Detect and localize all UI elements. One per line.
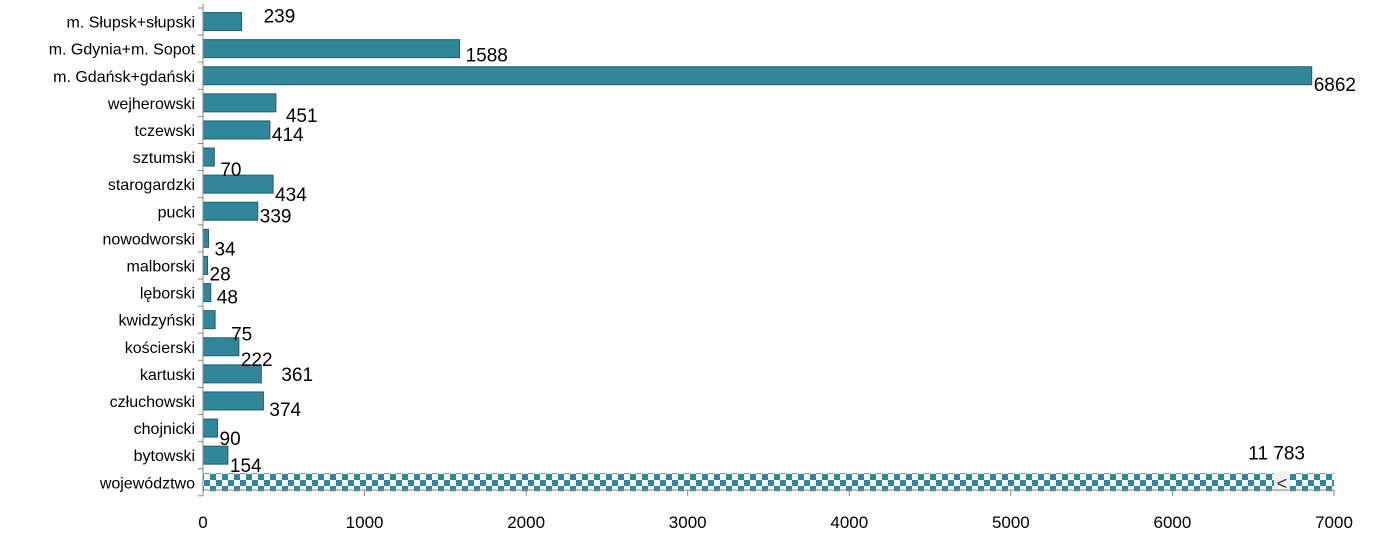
data-label: 90 (220, 429, 241, 450)
category-label: bytowski (134, 448, 195, 465)
bar-total (203, 473, 1334, 492)
category-label: kartuski (140, 367, 195, 384)
x-tick-label: 4000 (830, 513, 868, 532)
x-tick-label: 0 (198, 513, 207, 532)
data-label: 239 (264, 7, 296, 28)
category-label: województwo (99, 475, 195, 492)
data-label: 339 (260, 206, 292, 227)
data-label: 6862 (1314, 75, 1356, 96)
x-tick-label: 3000 (669, 513, 707, 532)
bars-layer (202, 12, 1334, 494)
bar (202, 310, 216, 330)
category-label: wejherowski (107, 96, 195, 113)
labels-layer: m. Słupsk+słupski 239 m. Gdynia+m. Sopot 15… (49, 7, 1356, 532)
x-tick-label: 1000 (346, 513, 384, 532)
bar (202, 391, 264, 411)
bar (202, 147, 215, 167)
category-label: człuchowski (110, 394, 195, 411)
category-label: pucki (158, 204, 195, 221)
x-tick-label: 2000 (507, 513, 545, 532)
bar (202, 120, 271, 140)
axis-break-box (1274, 471, 1290, 494)
bar (202, 201, 259, 221)
axis-layer (198, 4, 1335, 497)
data-label: 222 (241, 350, 273, 371)
data-label: 414 (272, 125, 304, 146)
data-label: 11 783 (1248, 443, 1305, 464)
data-label: 70 (220, 160, 241, 181)
data-label: 1588 (466, 46, 508, 67)
category-label: kościerski (125, 340, 195, 357)
x-tick-label: 6000 (1154, 513, 1192, 532)
category-label: chojnicki (134, 421, 195, 438)
data-label: 434 (275, 185, 307, 206)
bar (202, 418, 219, 438)
bar (202, 39, 461, 59)
x-tick-label: 7000 (1315, 513, 1353, 532)
data-label: 374 (269, 400, 301, 421)
data-label: 28 (210, 264, 231, 285)
data-label: 361 (281, 365, 313, 386)
bar (202, 283, 212, 303)
axis-break-marker: < (1277, 473, 1288, 493)
bar (202, 66, 1313, 86)
x-tick-label: 5000 (992, 513, 1030, 532)
bar (202, 228, 209, 248)
category-label: m. Gdynia+m. Sopot (49, 42, 196, 59)
bar (202, 93, 277, 113)
category-label: nowodworski (103, 231, 195, 248)
data-label: 48 (217, 288, 238, 309)
data-label: 154 (230, 456, 262, 477)
category-label: lęborski (140, 286, 195, 303)
category-label: sztumski (133, 150, 195, 167)
data-label: 451 (286, 106, 318, 127)
data-label: 34 (214, 239, 236, 260)
category-label: starogardzki (108, 177, 195, 194)
category-label: m. Gdańsk+gdański (53, 69, 195, 86)
bar (202, 12, 243, 32)
category-label: kwidzyński (119, 313, 195, 330)
category-label: m. Słupsk+słupski (67, 15, 196, 32)
data-label: 75 (231, 325, 252, 346)
category-label: malborski (127, 258, 195, 275)
category-label: tczewski (135, 123, 195, 140)
bar (202, 255, 209, 275)
